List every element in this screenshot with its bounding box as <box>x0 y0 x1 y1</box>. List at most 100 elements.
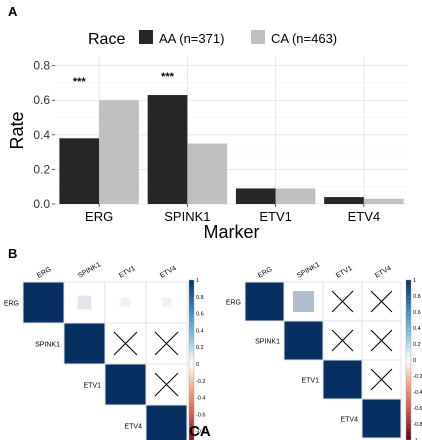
colorbar-segment <box>406 368 411 373</box>
heatmap-row-label: ETV1 <box>83 383 101 390</box>
colorbar-segment <box>406 316 411 321</box>
colorbar-segment <box>189 288 194 293</box>
heatmap-row-label: ETV1 <box>301 378 319 385</box>
colorbar-segment <box>189 389 194 394</box>
colorbar-segment <box>406 288 411 293</box>
colorbar-segment <box>189 355 194 361</box>
panel-b-label: B <box>8 246 17 261</box>
colorbar-segment <box>406 360 411 365</box>
colorbar-segment <box>406 344 411 349</box>
colorbar-segment <box>189 334 194 340</box>
colorbar-segment <box>189 322 194 327</box>
colorbar-segment <box>406 300 411 305</box>
diagonal-square <box>245 282 284 321</box>
colorbar-tick-label: -0.2 <box>196 379 205 385</box>
colorbar-segment <box>189 317 194 323</box>
legend-label-ca: CA (n=463) <box>271 31 337 46</box>
colorbar-segment <box>406 364 411 369</box>
colorbar-tick-label: 0.2 <box>196 345 204 351</box>
not-significant-cross <box>331 290 354 313</box>
colorbar-segment <box>189 422 194 428</box>
colorbar-segment <box>189 401 194 407</box>
bar-spink1-ca <box>187 143 228 204</box>
colorbar-segment <box>406 412 411 417</box>
colorbar-tick-label: -0.4 <box>196 396 205 402</box>
diagonal-square <box>105 364 146 405</box>
bar-spink1-aa <box>147 95 188 204</box>
colorbar-segment <box>406 308 411 313</box>
y-axis-title: Rate <box>7 111 27 149</box>
bar-etv1-aa <box>235 188 276 204</box>
colorbar-segment <box>406 400 411 405</box>
colorbar-segment <box>406 420 411 425</box>
heatmap-title-ca: CA <box>189 423 211 440</box>
x-tick-label: ETV4 <box>348 209 381 224</box>
heatmap-col-label: ETV4 <box>374 265 393 280</box>
colorbar-segment <box>189 372 194 377</box>
corr-square <box>77 295 92 310</box>
heatmap-aa: ERG ERG SPINK1 SPINK1 ETV1 ETV1 ETV4 ETV4 1 0.8 0.… <box>4 261 205 440</box>
significance-annotation: *** <box>73 76 87 88</box>
panel-a-label: A <box>8 4 18 19</box>
colorbar-segment <box>189 385 194 390</box>
colorbar-segment <box>189 309 194 314</box>
colorbar-tick-label: -0.4 <box>413 390 422 396</box>
colorbar-segment <box>189 376 194 382</box>
colorbar-tick-label: -0.8 <box>413 422 422 428</box>
colorbar-segment <box>189 343 194 348</box>
colorbar-segment <box>406 384 411 389</box>
legend: Race AA (n=371) CA (n=463) <box>88 30 337 48</box>
colorbar-segment <box>406 376 411 381</box>
y-tick-label: 0.6 <box>33 93 50 107</box>
corr-square <box>161 297 172 308</box>
colorbar-segment <box>189 347 194 352</box>
bar-etv4-aa <box>324 197 364 204</box>
colorbar-segment <box>189 326 194 331</box>
colorbar-segment <box>406 404 411 409</box>
diagonal-square <box>323 360 362 399</box>
bar-etv4-ca <box>363 198 404 204</box>
colorbar-tick-label: 1 <box>413 278 416 284</box>
colorbar-segment <box>406 436 411 440</box>
corr-square <box>120 297 131 308</box>
colorbar-segment <box>406 304 411 309</box>
colorbar-tick-label: -0.2 <box>413 374 422 380</box>
y-tick-label: 0.8 <box>33 59 50 73</box>
colorbar-tick-label: -1 <box>413 438 418 440</box>
colorbar-segment <box>406 356 411 361</box>
heatmap-col-label: SPINK1 <box>77 261 102 280</box>
colorbar-segment <box>406 388 411 393</box>
bar-etv1-ca <box>275 188 316 204</box>
colorbar-tick-label: 0 <box>413 358 416 364</box>
not-significant-cross <box>370 329 393 352</box>
colorbar-segment <box>189 380 194 386</box>
colorbar-segment <box>189 368 194 373</box>
not-significant-cross <box>331 329 354 352</box>
colorbar-tick-label: -0.6 <box>413 406 422 412</box>
colorbar-segment <box>189 313 194 319</box>
colorbar-segment <box>406 352 411 357</box>
colorbar-tick-label: -0.8 <box>196 429 205 435</box>
colorbar-tick-label: 0.8 <box>413 294 421 300</box>
colorbar-segment <box>189 418 194 424</box>
colorbar-segment <box>406 332 411 337</box>
colorbar-tick-label: 0.4 <box>196 328 204 334</box>
colorbar-border <box>405 279 412 440</box>
y-tick-label: 0.4 <box>33 128 50 142</box>
colorbar-segment <box>406 428 411 433</box>
heatmap-row-label: ERG <box>226 300 241 307</box>
colorbar-segment <box>189 397 194 403</box>
colorbar-segment <box>406 432 411 437</box>
colorbar-tick-label: 0 <box>196 362 199 368</box>
bar-erg-ca <box>99 100 139 204</box>
not-significant-cross <box>370 368 393 391</box>
colorbar-segment <box>189 410 194 415</box>
colorbar-segment <box>189 364 194 369</box>
heatmap-row-label: ETV4 <box>340 417 358 424</box>
significance-annotation: *** <box>161 71 175 83</box>
colorbar-segment <box>189 435 194 440</box>
colorbar-tick-label: 0.6 <box>413 310 421 316</box>
diagonal-square <box>284 321 323 360</box>
colorbar-tick-label: 1 <box>196 278 199 284</box>
